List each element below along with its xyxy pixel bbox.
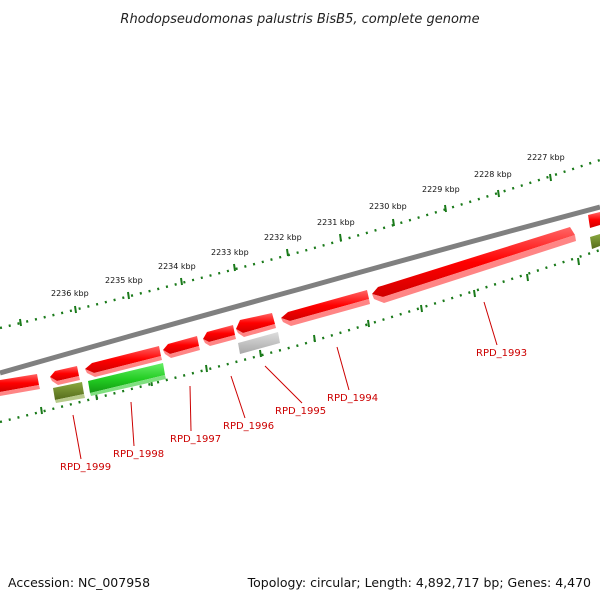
- gene-rpd-1997[interactable]: [163, 336, 199, 354]
- accession-text: Accession: NC_007958: [8, 575, 150, 590]
- label-rpd-1994: RPD_1994: [327, 393, 378, 404]
- ruler-labels: 2227 kbp 2228 kbp 2229 kbp 2230 kbp 2231…: [51, 153, 565, 298]
- gene-rpd-1998[interactable]: [88, 363, 165, 393]
- outer-major-ticks: [19, 173, 552, 327]
- gene-red-upper-2[interactable]: [85, 346, 161, 373]
- label-rpd-1999: RPD_1999: [60, 462, 111, 473]
- ruler-label-2233: 2233 kbp: [211, 248, 249, 257]
- gene-olive-right-edge[interactable]: [590, 234, 600, 249]
- ruler-label-2232: 2232 kbp: [264, 233, 302, 242]
- ruler-label-2236: 2236 kbp: [51, 289, 89, 298]
- gene-red-right-edge[interactable]: [588, 212, 600, 228]
- ruler-label-2231: 2231 kbp: [317, 218, 355, 227]
- genome-summary-text: Topology: circular; Length: 4,892,717 bp…: [247, 575, 591, 590]
- gene-rpd-1994[interactable]: [281, 290, 369, 321]
- ruler-label-2230: 2230 kbp: [369, 202, 407, 211]
- label-leader-lines: [72, 301, 498, 460]
- inner-ruler: [0, 248, 600, 424]
- ruler-label-2228: 2228 kbp: [474, 170, 512, 179]
- gene-red-left-edge[interactable]: [0, 374, 39, 392]
- genome-backbone: [0, 204, 600, 376]
- map-title: Rhodopseudomonas palustris BisB5, comple…: [120, 12, 479, 27]
- gene-features: [0, 212, 600, 403]
- ruler-label-2235: 2235 kbp: [105, 276, 143, 285]
- outer-ruler: [0, 158, 600, 330]
- gene-labels: RPD_1993 RPD_1994 RPD_1995 RPD_1996 RPD_…: [60, 348, 527, 473]
- ruler-label-2229: 2229 kbp: [422, 185, 460, 194]
- label-rpd-1998: RPD_1998: [113, 449, 164, 460]
- gene-rpd-1999[interactable]: [53, 382, 84, 400]
- label-rpd-1997: RPD_1997: [170, 434, 221, 445]
- label-rpd-1995: RPD_1995: [275, 406, 326, 417]
- label-rpd-1993: RPD_1993: [476, 348, 527, 359]
- label-rpd-1996: RPD_1996: [223, 421, 274, 432]
- gene-red-upper-3[interactable]: [50, 366, 79, 381]
- ruler-label-2234: 2234 kbp: [158, 262, 196, 271]
- gene-rpd-1995[interactable]: [238, 332, 280, 354]
- gene-rpd-1996[interactable]: [203, 325, 235, 342]
- gene-red-upper-1[interactable]: [236, 313, 275, 333]
- gene-rpd-1993[interactable]: [372, 227, 575, 297]
- ruler-label-2227: 2227 kbp: [527, 153, 565, 162]
